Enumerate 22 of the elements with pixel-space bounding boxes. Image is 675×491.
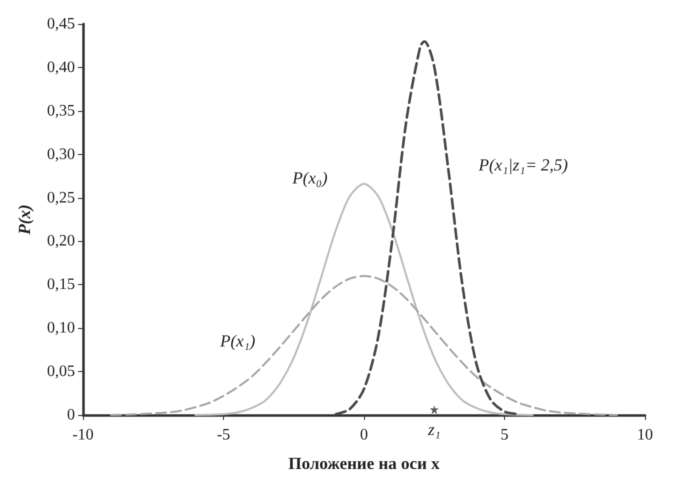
y-axis-title: P(x) xyxy=(15,204,34,236)
y-tick-label: 0,25 xyxy=(47,189,75,206)
y-tick-label: 0,05 xyxy=(47,363,75,380)
series-label: P(x₀) xyxy=(291,168,328,188)
y-tick-label: 0,20 xyxy=(47,232,75,250)
x-tick-label: 5 xyxy=(500,426,508,444)
y-tick-label: 0,15 xyxy=(47,276,75,294)
x-tick-label: 10 xyxy=(637,426,653,444)
annotation: z₁ xyxy=(426,420,441,439)
y-tick-label: 0,30 xyxy=(47,146,75,163)
line-series xyxy=(110,274,618,416)
x-axis-title: Положение на оси x xyxy=(288,454,440,473)
y-tick-label: 0,40 xyxy=(47,58,75,76)
series-label: P(x₁|z₁= 2,5) xyxy=(478,156,568,175)
x-tick-label: -10 xyxy=(72,426,94,444)
y-tick-label: 0,45 xyxy=(47,16,75,32)
series-label: P(x₁) xyxy=(219,332,256,351)
x-tick-label: 0 xyxy=(360,426,368,444)
y-tick-label: 0,35 xyxy=(47,102,75,120)
y-tick-label: 0 xyxy=(67,406,75,424)
x-tick-label: -5 xyxy=(216,426,230,444)
y-tick-label: 0,10 xyxy=(47,320,75,337)
